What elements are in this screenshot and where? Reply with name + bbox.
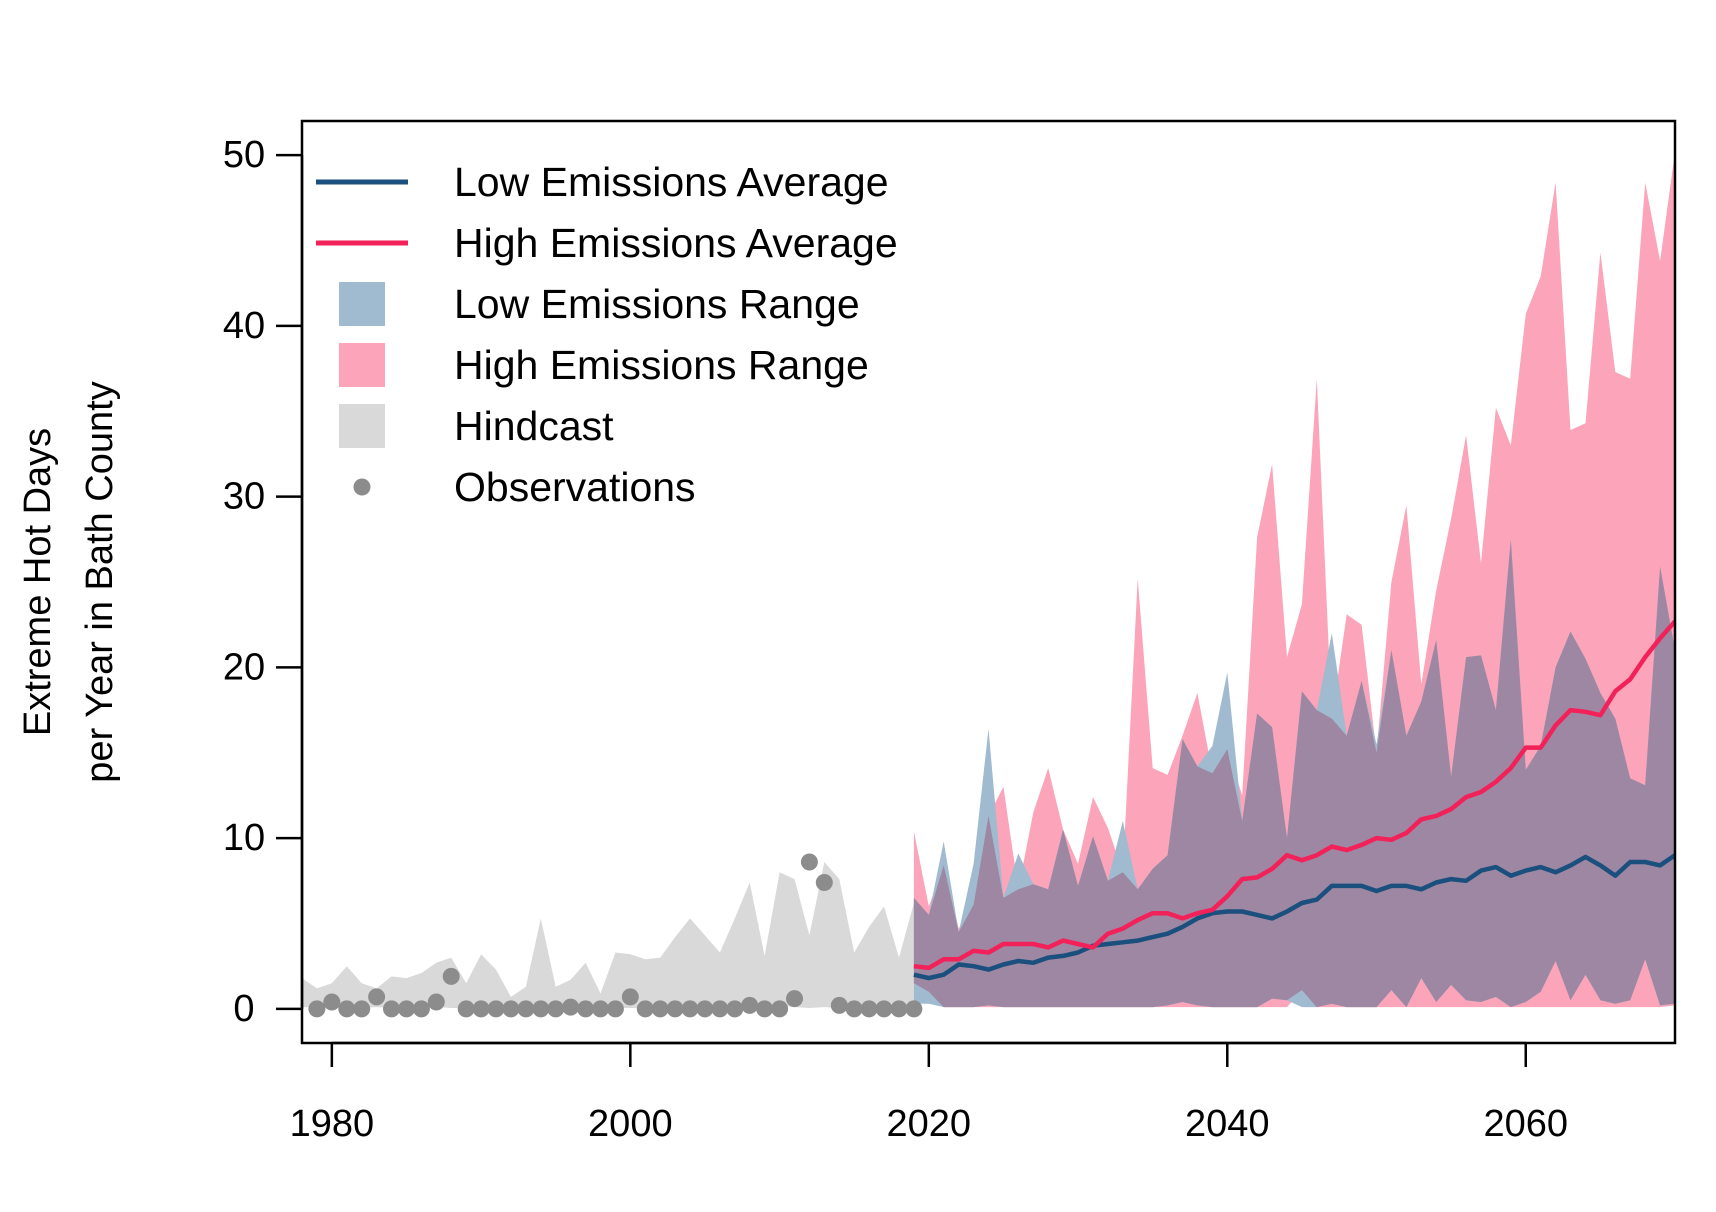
observation-point: [532, 1000, 550, 1018]
range-overlap-band: [913, 539, 1675, 1008]
legend-label-low-emissions-range: Low Emissions Range: [454, 281, 860, 327]
observation-point: [875, 1000, 893, 1018]
legend: Low Emissions Average High Emissions Aver…: [316, 159, 898, 510]
observation-point: [383, 1000, 400, 1018]
observation-point: [890, 1000, 908, 1018]
observation-point: [323, 993, 341, 1011]
low-emissions-average-line: [913, 853, 1675, 981]
observation-point: [472, 1000, 490, 1018]
observation-point: [412, 1000, 430, 1018]
observation-point: [741, 996, 759, 1014]
legend-label-high-emissions-range: High Emissions Range: [454, 342, 869, 388]
observation-point: [562, 998, 580, 1016]
observation-point: [756, 1000, 774, 1018]
legend-label-high-emissions-average: High Emissions Average: [454, 220, 898, 266]
observation-point: [487, 1000, 505, 1018]
y-tick-label: 10: [223, 817, 265, 859]
observation-point: [651, 1000, 669, 1018]
observation-point: [502, 1000, 520, 1018]
y-axis: 0 10 20 30 40 50: [223, 134, 304, 1030]
x-tick-label: 2020: [887, 1103, 972, 1145]
y-tick-label: 50: [223, 134, 265, 176]
legend-box-high-emissions-range: [339, 343, 385, 387]
x-tick-label: 1980: [290, 1103, 375, 1145]
y-tick-label: 20: [223, 646, 265, 688]
observation-point: [457, 1000, 475, 1018]
observation-point: [800, 853, 818, 871]
observation-point: [577, 1000, 595, 1018]
y-tick-label: 30: [223, 476, 265, 518]
x-tick-label: 2040: [1185, 1103, 1270, 1145]
observation-point: [368, 988, 386, 1006]
legend-label-low-emissions-average: Low Emissions Average: [454, 159, 889, 205]
y-tick-label: 0: [233, 988, 254, 1030]
observation-point: [845, 1000, 863, 1018]
x-tick-label: 2060: [1483, 1103, 1568, 1145]
observation-point: [726, 1000, 744, 1018]
observation-point: [830, 996, 848, 1014]
observation-point: [427, 993, 445, 1011]
legend-box-low-emissions-range: [339, 282, 385, 326]
observation-point: [905, 1000, 923, 1018]
observation-point: [786, 990, 803, 1008]
observation-point: [621, 988, 639, 1006]
observation-point: [517, 1000, 535, 1018]
observation-point: [666, 1000, 684, 1018]
y-axis-title-line-1: Extreme Hot Days: [17, 428, 59, 736]
observation-point: [771, 1000, 789, 1018]
observation-point: [398, 1000, 415, 1018]
observation-point: [860, 1000, 878, 1018]
legend-box-hindcast: [339, 404, 385, 448]
y-tick-label: 40: [223, 305, 265, 347]
observation-point: [815, 874, 833, 891]
observation-point: [353, 1000, 371, 1018]
observation-point: [606, 1000, 624, 1018]
legend-label-hindcast: Hindcast: [454, 403, 614, 449]
plot-area: [302, 151, 1675, 1018]
observation-point: [308, 1000, 326, 1018]
legend-point-observations: [353, 478, 371, 496]
y-axis-title: Extreme Hot Days per Year in Bath County: [17, 381, 121, 782]
legend-label-observations: Observations: [454, 464, 696, 510]
observation-point: [636, 1000, 654, 1018]
x-axis: 1980 2000 2020 2040 2060: [290, 1041, 1568, 1145]
observation-point: [592, 1000, 609, 1018]
observation-point: [711, 1000, 729, 1018]
y-axis-title-line-2: per Year in Bath County: [79, 381, 121, 782]
x-tick-label: 2000: [588, 1103, 673, 1145]
observation-point: [547, 1000, 565, 1018]
observation-point: [338, 1000, 356, 1018]
observation-point: [696, 1000, 714, 1018]
observation-point: [442, 967, 460, 985]
observation-point: [681, 1000, 699, 1018]
high-emissions-average-line: [913, 619, 1675, 971]
